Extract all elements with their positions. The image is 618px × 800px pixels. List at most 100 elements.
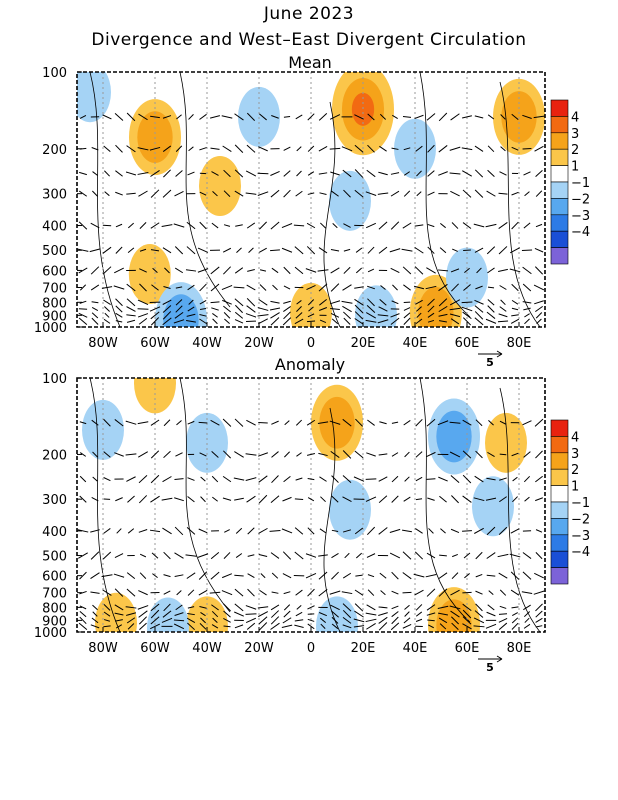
colorbar-segment: [550, 116, 569, 134]
wind-vector: [379, 572, 387, 579]
wind-vector: [212, 318, 218, 325]
contour-line: [499, 81, 541, 327]
wind-vector: [427, 170, 435, 177]
wind-vector: [511, 622, 519, 630]
wind-vector: [449, 146, 461, 151]
wind-vector: [283, 116, 291, 118]
wind-vector: [378, 476, 388, 482]
wind-vector: [380, 590, 386, 596]
wind-vector: [426, 418, 436, 427]
wind-vector: [198, 589, 208, 596]
x-tick-label: 60W: [140, 641, 170, 656]
wind-vector: [90, 266, 100, 275]
wind-vector: [150, 495, 160, 503]
wind-vector: [450, 190, 460, 197]
wind-vector: [175, 170, 183, 177]
convergence-blob: [186, 412, 228, 473]
wind-vector: [188, 114, 194, 120]
plot-area: [77, 378, 545, 632]
wind-vector: [222, 475, 232, 483]
colorbar-label: 2: [571, 463, 579, 478]
wind-vector: [413, 573, 425, 578]
colorbar-segment: [550, 550, 569, 568]
wind-vector: [126, 588, 136, 597]
wind-vector: [367, 298, 375, 307]
wind-vector: [450, 113, 460, 121]
wind-vector: [354, 304, 364, 314]
divergence-blob: [351, 92, 375, 126]
wind-vector: [415, 145, 423, 152]
wind-vector: [499, 420, 507, 425]
wind-vector: [152, 573, 158, 579]
wind-vector: [185, 269, 197, 272]
wind-vector: [174, 190, 184, 197]
wind-vector: [367, 144, 375, 153]
wind-vector: [390, 622, 400, 631]
wind-vector: [342, 305, 352, 313]
wind-vector: [103, 145, 111, 152]
wind-vector: [223, 603, 231, 612]
wind-vector: [78, 308, 88, 310]
wind-vector: [270, 616, 280, 625]
wind-vector: [223, 610, 231, 618]
wind-vector: [151, 552, 159, 559]
y-tick-label: 600: [42, 264, 67, 279]
wind-vector: [474, 305, 484, 313]
wind-vector: [391, 611, 399, 618]
wind-vector: [199, 147, 207, 151]
wind-vector: [224, 529, 230, 533]
wind-vector: [438, 112, 448, 122]
wind-vector: [523, 307, 531, 311]
wind-vector: [475, 590, 483, 595]
wind-vector: [523, 222, 531, 229]
wind-vector: [269, 307, 281, 311]
wind-vector: [271, 115, 279, 119]
wind-vector: [342, 418, 352, 427]
wind-vector: [461, 301, 473, 304]
wind-vector: [523, 171, 531, 176]
wind-vector: [331, 552, 339, 559]
wind-vector: [294, 498, 304, 501]
wind-vector: [210, 419, 220, 426]
wind-vector: [283, 266, 291, 275]
x-tick-label: 20E: [351, 641, 376, 656]
wind-vector: [175, 145, 183, 152]
wind-vector: [534, 266, 544, 275]
wind-vector: [199, 452, 207, 457]
convergence-blob: [77, 72, 111, 123]
wind-vector: [212, 617, 218, 623]
wind-vector: [210, 115, 220, 119]
wind-vector: [79, 475, 87, 483]
wind-vector: [415, 604, 423, 611]
wind-vector: [307, 623, 315, 630]
wind-vector: [415, 528, 423, 534]
wind-vector: [535, 603, 543, 612]
colorbar-segment: [550, 99, 569, 117]
wind-vector: [150, 170, 160, 177]
wind-vector: [450, 475, 460, 484]
wind-vector: [403, 496, 411, 502]
wind-vector: [318, 571, 328, 580]
wind-vector: [306, 222, 316, 229]
wind-vector: [318, 145, 328, 152]
wind-vector: [367, 113, 375, 121]
wind-vector: [271, 572, 279, 579]
wind-vector: [270, 610, 280, 618]
wind-vector: [234, 603, 244, 612]
wind-vector: [200, 612, 206, 617]
wind-vector: [246, 622, 256, 630]
wind-vector: [342, 475, 352, 484]
wind-vector: [365, 612, 377, 616]
wind-vector: [535, 497, 543, 502]
wind-vector: [115, 170, 123, 177]
wind-vector: [163, 419, 171, 427]
wind-vector: [115, 246, 123, 254]
wind-vector: [258, 494, 268, 504]
wind-vector: [174, 574, 184, 577]
wind-vector: [308, 306, 314, 312]
wind-vector: [498, 622, 508, 631]
wind-vector: [223, 169, 231, 178]
wind-vector: [139, 283, 147, 292]
wind-vector: [306, 246, 316, 255]
